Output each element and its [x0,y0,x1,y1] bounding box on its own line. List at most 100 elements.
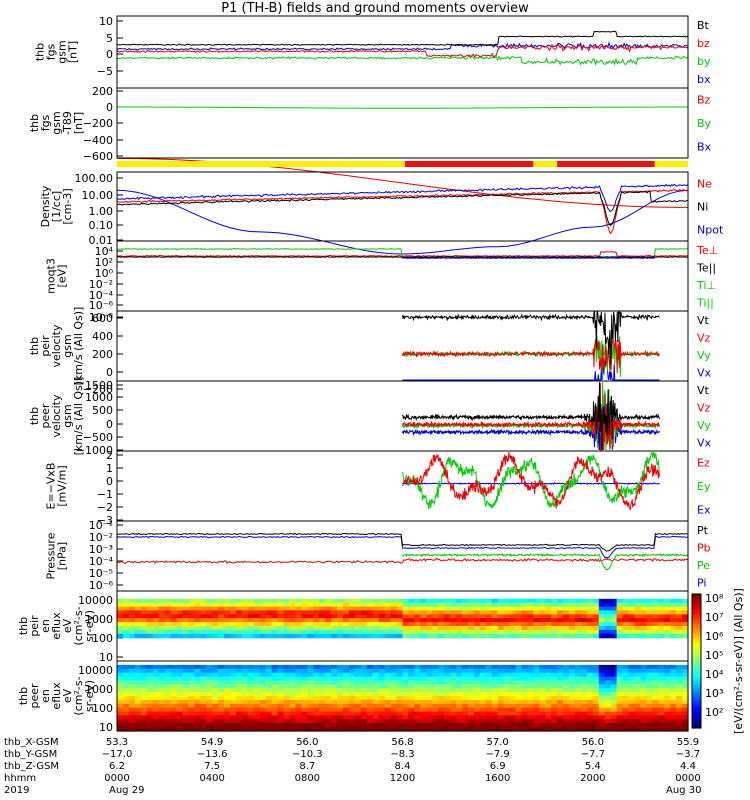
series-ne [117,189,689,235]
ytick-label: 2 [106,449,113,462]
colorbar-label: [eV/(cm²-s-sr-eV)] (All Qs)] [732,588,745,734]
legend-Te||: Te|| [696,261,716,274]
series-vx [402,357,660,382]
xaxis-value: 7.5 [204,761,220,772]
ytick-label: −5 [97,65,113,78]
ytick-label: 1500 [85,379,113,392]
colorbar-tick: 10⁷ [705,611,723,624]
colorbar-tick: 10³ [705,687,723,700]
legend-Te⊥: Te⊥ [696,244,718,257]
ylabel-line: eV [61,688,74,703]
ytick-label: 10⁴ [95,245,114,258]
panel-frame [116,520,689,592]
ytick-label: 10.00 [82,189,114,202]
ylabel-line: [mV/m] [56,465,69,506]
xaxis-value: 0000 [104,773,129,784]
ylabel-line: moqt3 [45,258,58,294]
legend-Pe: Pe [697,559,710,572]
series-ez [402,451,660,511]
legend-bx: bx [697,73,711,86]
legend-Vy: Vy [697,419,711,432]
xaxis-value: −10.3 [292,749,323,760]
ylabel-line: velocity [50,324,63,367]
legend-Ex: Ex [697,503,711,516]
panel-density: 100.00 10.00 1.000.10 0.01 Density[1/cc][cm-… [39,171,724,247]
ytick-label: 0 [106,475,113,488]
series-npot [116,183,689,213]
ytick-label: 10⁻⁴ [89,555,114,568]
xaxis-value: 57.0 [487,737,509,748]
ylabel-line: peir [39,335,52,357]
ytick-label: 1.00 [89,205,114,218]
colorbar-tick: 10⁶ [705,630,724,643]
ytick-label: −2 [97,501,113,514]
ylabel-line: sr-eV) [83,680,96,712]
ytick-label: 5 [106,32,113,45]
xaxis-value: 8.7 [299,761,315,772]
ylabel-line: thb [28,114,41,132]
ylabel-line: (cm²-s- [72,606,85,645]
series-te-perp [402,257,655,260]
mode-segment [404,161,534,167]
ytick-label: 10⁻² [89,531,113,544]
ylabel-line: velocity [50,394,63,437]
ylabel-line: [cm-3] [61,188,74,224]
mode-segment [533,161,558,167]
ytick-label: 10⁻⁸ [89,311,114,324]
ytick-label: 10 [99,15,113,28]
ylabel-line: en [39,619,52,633]
ytick-label: 10⁰ [95,267,114,280]
legend-Bx: Bx [697,140,712,153]
ytick-label: 500 [92,404,113,417]
ytick-label: 200 [92,85,113,98]
xaxis-value: 1200 [390,773,415,784]
ytick-label: −200 [83,117,113,130]
series-ni [116,190,689,227]
xaxis-value: 56.0 [582,737,604,748]
legend-Pb: Pb [697,541,711,554]
ytick-label: 10 [99,651,113,664]
legend-Vt: Vt [697,384,710,397]
colorbar-tick: 10⁸ [705,592,724,605]
ylabel-line: [nT] [67,41,80,63]
legend-Ne: Ne [697,178,712,191]
ytick-label: −600 [83,150,113,163]
panel-peer-spectrogram: 10000 1000 100 10 thbpeerenefluxeV(cm²-s-sr-… [17,660,689,734]
panel-efield: 210−1−2−3 E=−VxB[mV/m] Ez Ey Ex [45,449,711,527]
xaxis-value: 1600 [485,773,510,784]
ylabel-line: gsm [61,404,74,427]
ytick-label: 10⁻⁵ [89,567,113,580]
ytick-label: 1000 [85,683,113,696]
xaxis-value: 56.8 [391,737,413,748]
ylabel-line: eflux [50,612,63,640]
chart-title: P1 (TH-B) fields and ground moments over… [221,1,529,16]
ylabel-line: gsm [50,111,63,134]
xaxis-row-label: thb_X-GSM [4,737,59,748]
series-bx [116,40,689,51]
series-te [117,250,689,258]
xaxis-row-label: thb_Y-GSM [4,749,57,760]
ylabel-line: thb [17,687,30,705]
ylabel-line: Pressure [45,532,58,579]
panel-frame [116,171,689,242]
series-bz [116,42,689,58]
series-pe [402,553,689,571]
legend-Vt: Vt [697,314,710,327]
legend-Bz: Bz [697,94,711,107]
series-pt [116,532,689,552]
ytick-label: 1000 [85,613,113,626]
ytick-label: −500 [83,431,113,444]
ylabel-line: [nPa] [56,542,69,570]
panel-frame [116,87,689,159]
ylabel-line: Density [39,185,52,227]
ytick-label: 10000 [78,594,113,607]
series-vt [402,381,660,451]
xaxis-value: 53.3 [106,737,128,748]
colorbar-tick: 10² [705,706,723,719]
ytick-label: 100 [92,702,113,715]
legend-Vz: Vz [697,401,711,414]
